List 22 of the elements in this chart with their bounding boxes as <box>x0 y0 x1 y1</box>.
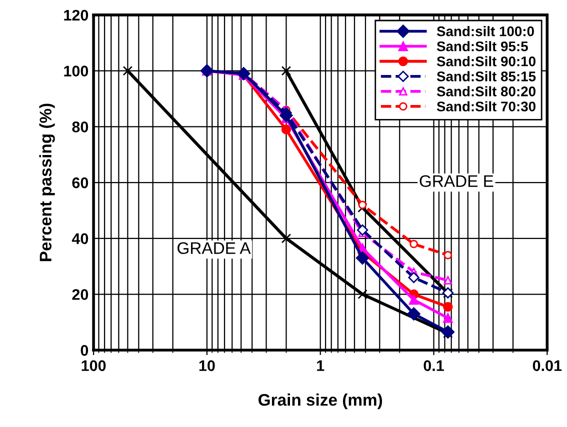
legend-label: Sand:silt 100:0 <box>436 26 534 36</box>
legend-label: Sand:Silt 80:20 <box>436 86 536 96</box>
legend-label: Sand:Silt 95:5 <box>436 41 528 52</box>
legend-label: Sand:Silt 85:15 <box>436 71 536 82</box>
x-tick-label: 100 <box>82 360 106 372</box>
annotation: GRADE A <box>178 242 251 254</box>
x-tick-label: 0.01 <box>532 360 562 372</box>
legend-label: Sand:Silt 70:30 <box>436 101 536 112</box>
y-tick-label: 100 <box>64 66 88 76</box>
y-tick-label: 120 <box>64 10 88 21</box>
annotation: GRADE E <box>420 175 494 188</box>
x-axis-title: Grain size (mm) <box>258 394 382 410</box>
y-tick-label: 40 <box>72 233 88 244</box>
y-tick-label: 20 <box>72 289 88 300</box>
y-axis-title: Percent passing (%) <box>39 104 55 262</box>
x-tick-label: 10 <box>199 360 215 372</box>
x-tick-label: 0.1 <box>424 360 444 372</box>
y-tick-label: 0 <box>80 345 88 356</box>
y-tick-label: 80 <box>72 122 88 132</box>
legend-label: Sand:Silt 90:10 <box>436 56 536 66</box>
x-tick-label: 1 <box>317 360 324 371</box>
y-tick-label: 60 <box>72 177 88 188</box>
